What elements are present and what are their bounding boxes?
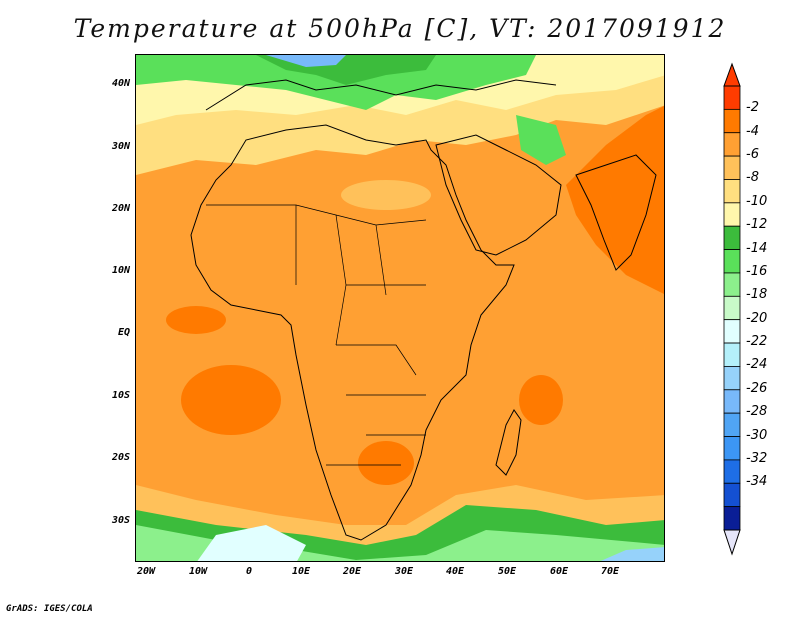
colorbar-box (723, 459, 741, 484)
field-south-cyan (197, 525, 306, 561)
lon-label-50e: 50E (497, 566, 517, 577)
lon-label-40e: 40E (445, 566, 465, 577)
colorbar-box (723, 249, 741, 274)
temperature-map (135, 54, 665, 562)
field-north-blue (266, 55, 346, 67)
field-north-green (136, 55, 536, 110)
colorbar-label: -18 (746, 287, 768, 303)
colorbar-box (723, 295, 741, 321)
field-warm-indian-ocean (519, 375, 563, 425)
colorbar-box (723, 506, 741, 531)
colorbar-box (723, 155, 741, 180)
africa-coastline (190, 124, 515, 541)
lon-label-10w: 10W (188, 566, 208, 577)
colorbar-label: -24 (746, 357, 768, 373)
colorbar-label: -16 (746, 263, 768, 279)
madagascar-coastline (495, 409, 522, 476)
colorbar-box (723, 132, 741, 157)
colorbar-box (723, 412, 741, 437)
lat-label-30s: 30S (111, 515, 130, 526)
colorbar-box (723, 482, 741, 508)
colorbar-label: -34 (746, 474, 768, 490)
colorbar-under-arrow (723, 529, 741, 556)
colorbar-box (723, 342, 741, 367)
colorbar-label: -8 (746, 170, 759, 186)
lat-label-10s: 10S (111, 390, 130, 401)
colorbar-label: -12 (746, 217, 768, 233)
field-south-blue (600, 547, 664, 561)
field-india-warm (566, 106, 664, 294)
colorbar-box (723, 389, 741, 414)
colorbar-box (723, 319, 741, 344)
colorbar-box (723, 225, 741, 250)
colorbar-box (723, 272, 741, 297)
map-title: Temperature at 500hPa [C], VT: 201709191… (73, 14, 727, 43)
colorbar-label: -32 (746, 450, 768, 466)
lon-label-60e: 60E (549, 566, 569, 577)
colorbar-label: -20 (746, 310, 768, 326)
arabia-coastline (435, 134, 562, 256)
lon-label-30e: 30E (394, 566, 414, 577)
colorbar-label: -4 (746, 123, 759, 139)
colorbar-box (723, 366, 741, 391)
colorbar-label: -30 (746, 427, 768, 443)
colorbar-label: -14 (746, 240, 768, 256)
lat-label-10n: 10N (111, 265, 130, 276)
lon-label-20e: 20E (342, 566, 362, 577)
field-sahara-cool (341, 180, 431, 210)
field-warm-gulf (166, 306, 226, 334)
country-borders (206, 204, 427, 466)
lat-label-20s: 20S (111, 452, 130, 463)
field-arabia-green (516, 115, 566, 165)
lat-label-40n: 40N (111, 78, 130, 89)
colorbar-label: -22 (746, 334, 768, 350)
grads-credit: GrADS: IGES/COLA (6, 604, 93, 614)
colorbar-box (723, 202, 741, 227)
colorbar-box (723, 108, 741, 134)
colorbar-label: -6 (746, 147, 759, 163)
field-warm-zambia (358, 441, 414, 485)
field-warm-atlantic (181, 365, 281, 435)
lon-label-10e: 10E (291, 566, 311, 577)
colorbar-label: -28 (746, 404, 768, 420)
colorbar-over-arrow (723, 62, 741, 87)
lon-label-70e: 70E (600, 566, 620, 577)
colorbar-label: -2 (746, 100, 759, 116)
colorbar-label: -26 (746, 380, 768, 396)
lon-label-20w: 20W (136, 566, 156, 577)
india-coastline (575, 154, 657, 271)
europe-coastline (205, 79, 557, 111)
colorbar-box (723, 85, 741, 110)
colorbar (723, 62, 741, 556)
lat-label-eq: EQ (117, 327, 130, 338)
lat-label-30n: 30N (111, 141, 130, 152)
lat-label-20n: 20N (111, 203, 130, 214)
colorbar-box (723, 179, 741, 204)
colorbar-box (723, 436, 741, 461)
lon-label-0: 0 (245, 566, 253, 577)
colorbar-label: -10 (746, 193, 768, 209)
map-svg (136, 55, 664, 561)
